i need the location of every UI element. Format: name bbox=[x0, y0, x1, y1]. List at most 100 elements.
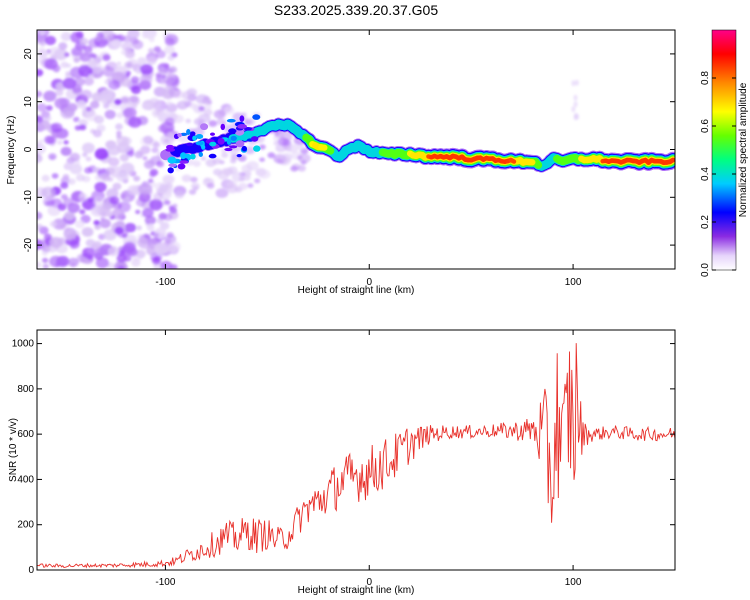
snr-y-tick-label: 400 bbox=[17, 474, 34, 485]
heatmap-x-axis-label: Height of straight line (km) bbox=[298, 285, 415, 296]
heatmap-cell bbox=[297, 165, 306, 172]
heatmap-cell bbox=[244, 146, 256, 155]
heatmap-cell bbox=[229, 145, 238, 149]
heatmap-cell bbox=[226, 184, 239, 194]
heatmap-cell bbox=[83, 77, 94, 86]
heatmap-cell bbox=[124, 222, 137, 233]
heatmap-ridge-segment bbox=[667, 157, 675, 165]
heatmap-cell bbox=[135, 209, 141, 215]
heatmap-cell bbox=[172, 203, 178, 208]
heatmap-cell bbox=[167, 244, 178, 254]
heatmap-cell bbox=[221, 167, 230, 175]
heatmap-cell bbox=[82, 152, 88, 157]
heatmap-cell bbox=[220, 123, 226, 131]
heatmap-cell bbox=[80, 214, 91, 224]
heatmap-cell bbox=[165, 148, 176, 152]
heatmap-cell bbox=[102, 54, 111, 61]
heatmap-cell bbox=[90, 100, 100, 109]
heatmap-cell bbox=[94, 181, 107, 193]
heatmap-cell bbox=[173, 114, 184, 124]
heatmap-cell bbox=[44, 58, 58, 70]
heatmap-cell bbox=[170, 91, 176, 96]
heatmap-cell bbox=[177, 133, 182, 138]
heatmap-cell bbox=[115, 123, 123, 130]
heatmap-cell bbox=[114, 98, 122, 106]
heatmap-cell bbox=[60, 146, 72, 156]
heatmap-marks bbox=[37, 30, 675, 269]
heatmap-cell bbox=[79, 65, 86, 71]
heatmap-cell bbox=[181, 174, 192, 183]
heatmap-cell bbox=[137, 57, 147, 65]
heatmap-cell bbox=[81, 227, 94, 237]
heatmap-cell bbox=[166, 232, 174, 239]
heatmap-cell bbox=[190, 153, 196, 160]
heatmap-cell bbox=[235, 140, 245, 148]
heatmap-cell bbox=[129, 95, 139, 103]
heatmap-cell bbox=[79, 37, 89, 46]
snr-y-tick-label: 200 bbox=[17, 520, 34, 531]
heatmap-cell bbox=[114, 226, 124, 235]
heatmap-y-axis-label: Frequency (Hz) bbox=[6, 116, 17, 185]
heatmap-cell bbox=[141, 32, 150, 39]
heatmap-cell bbox=[116, 112, 124, 119]
heatmap-cell bbox=[167, 156, 177, 164]
heatmap-cell bbox=[238, 182, 248, 190]
heatmap-cell bbox=[101, 99, 108, 105]
heatmap-cell bbox=[42, 263, 49, 269]
heatmap-cell bbox=[573, 94, 578, 101]
heatmap-cell bbox=[41, 186, 56, 199]
colorbar-tick-label: 0.2 bbox=[700, 215, 711, 229]
heatmap-cell bbox=[228, 128, 237, 134]
heatmap-cell bbox=[258, 169, 271, 179]
heatmap-cell bbox=[239, 115, 245, 122]
heatmap-cell bbox=[121, 41, 133, 52]
heatmap-cell bbox=[186, 142, 194, 147]
heatmap-cell bbox=[148, 178, 154, 184]
heatmap-cell bbox=[63, 140, 69, 145]
heatmap-cell bbox=[297, 144, 305, 151]
heatmap-cell bbox=[200, 123, 209, 131]
heatmap-cell bbox=[243, 174, 251, 181]
colorbar-tick-label: 0.6 bbox=[700, 119, 711, 133]
heatmap-cell bbox=[158, 212, 167, 220]
heatmap-cell bbox=[46, 136, 57, 145]
heatmap-cell bbox=[259, 157, 265, 162]
heatmap-cell bbox=[136, 225, 142, 231]
heatmap-cell bbox=[192, 160, 201, 167]
heatmap-cell bbox=[574, 79, 579, 86]
heatmap-cell bbox=[74, 220, 85, 229]
heatmap-cell bbox=[166, 144, 175, 150]
heatmap-cell bbox=[164, 117, 176, 126]
heatmap-cell bbox=[38, 46, 46, 54]
heatmap-cell bbox=[60, 106, 75, 119]
heatmap-cell bbox=[133, 175, 141, 182]
heatmap-cell bbox=[82, 247, 96, 259]
heatmap-cell bbox=[139, 73, 153, 85]
heatmap-cell bbox=[163, 63, 170, 68]
heatmap-cell bbox=[192, 135, 197, 141]
heatmap-cell bbox=[153, 232, 160, 238]
heatmap-cell bbox=[91, 92, 104, 102]
heatmap-cell bbox=[108, 80, 121, 90]
heatmap-cell bbox=[188, 102, 197, 109]
heatmap-cell bbox=[158, 68, 167, 76]
heatmap-cell bbox=[122, 108, 134, 119]
heatmap-cell bbox=[67, 257, 79, 267]
heatmap-cell bbox=[79, 192, 86, 198]
heatmap-cell bbox=[230, 135, 237, 141]
heatmap-cell bbox=[67, 178, 76, 185]
figure-title: S233.2025.339.20.37.G05 bbox=[274, 2, 438, 18]
heatmap-cell bbox=[148, 223, 154, 228]
heatmap-cell bbox=[290, 165, 299, 172]
heatmap-cell bbox=[94, 35, 102, 42]
heatmap-cell bbox=[57, 203, 67, 211]
snr-y-tick-label: 1000 bbox=[12, 339, 35, 350]
heatmap-cell bbox=[75, 31, 84, 38]
heatmap-cell bbox=[188, 189, 197, 195]
heatmap-cell bbox=[104, 109, 116, 120]
heatmap-cell bbox=[231, 171, 245, 182]
